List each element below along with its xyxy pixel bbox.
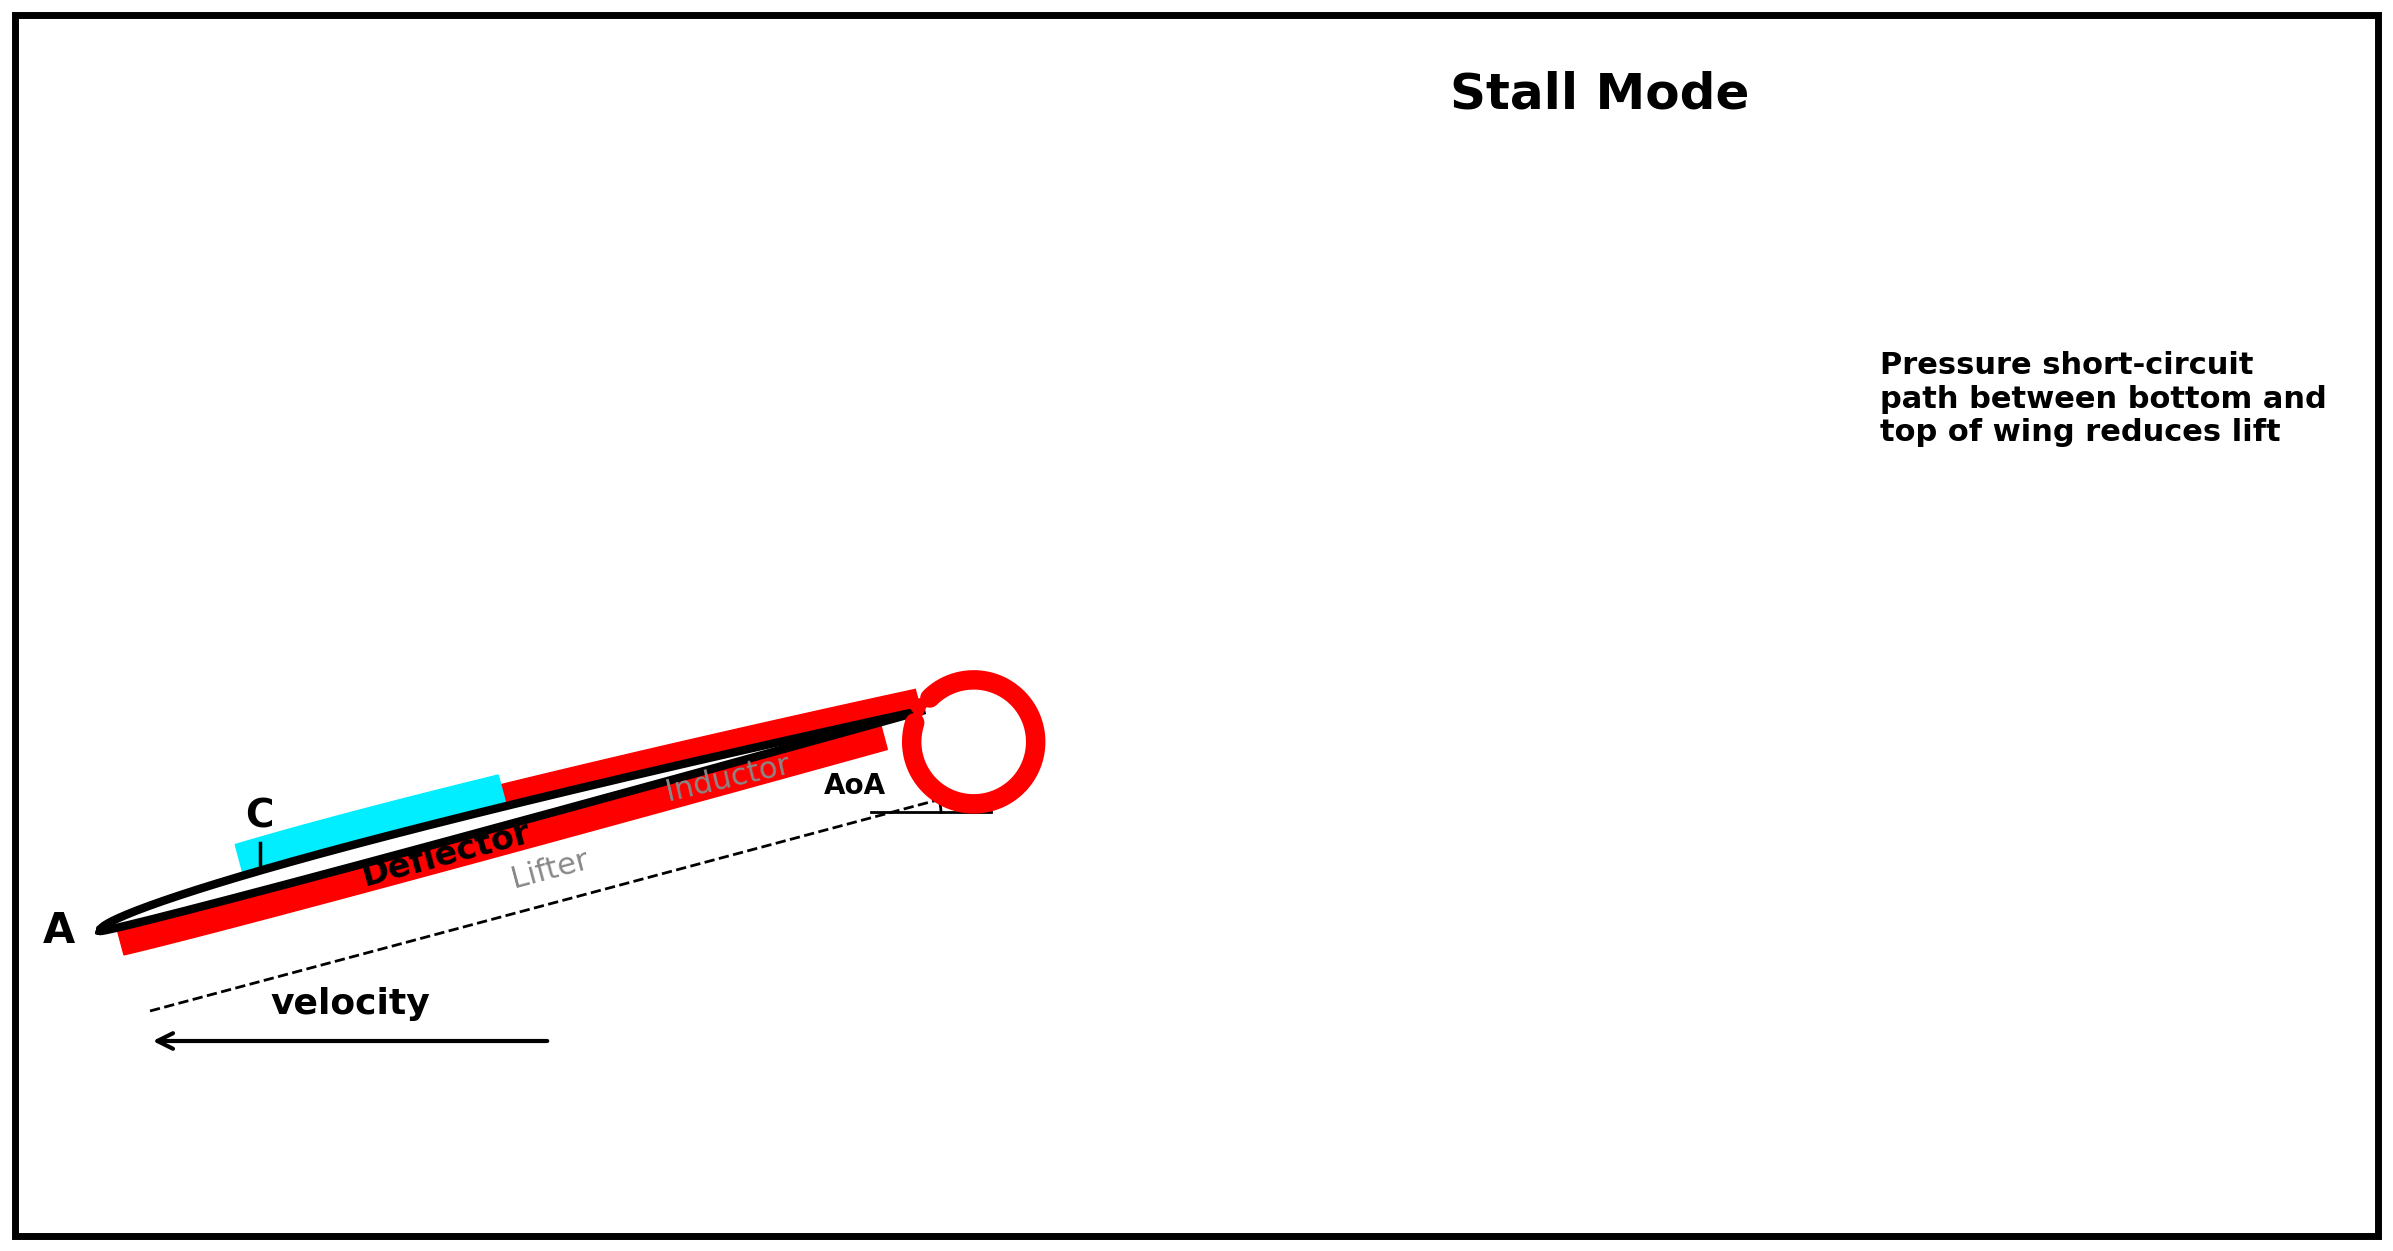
Text: C: C (246, 798, 275, 836)
Text: velocity: velocity (270, 987, 431, 1021)
Text: A: A (43, 909, 74, 952)
Text: Stall Mode: Stall Mode (1450, 71, 1749, 119)
Polygon shape (483, 689, 921, 809)
Polygon shape (235, 776, 507, 876)
Text: Pressure short-circuit
path between bottom and
top of wing reduces lift: Pressure short-circuit path between bott… (1881, 352, 2326, 447)
Text: Lifter: Lifter (507, 844, 593, 893)
Polygon shape (101, 711, 921, 931)
Text: Deflector: Deflector (359, 816, 536, 893)
Text: AoA: AoA (823, 772, 885, 801)
Text: Inductor: Inductor (663, 751, 792, 807)
Polygon shape (117, 722, 888, 955)
